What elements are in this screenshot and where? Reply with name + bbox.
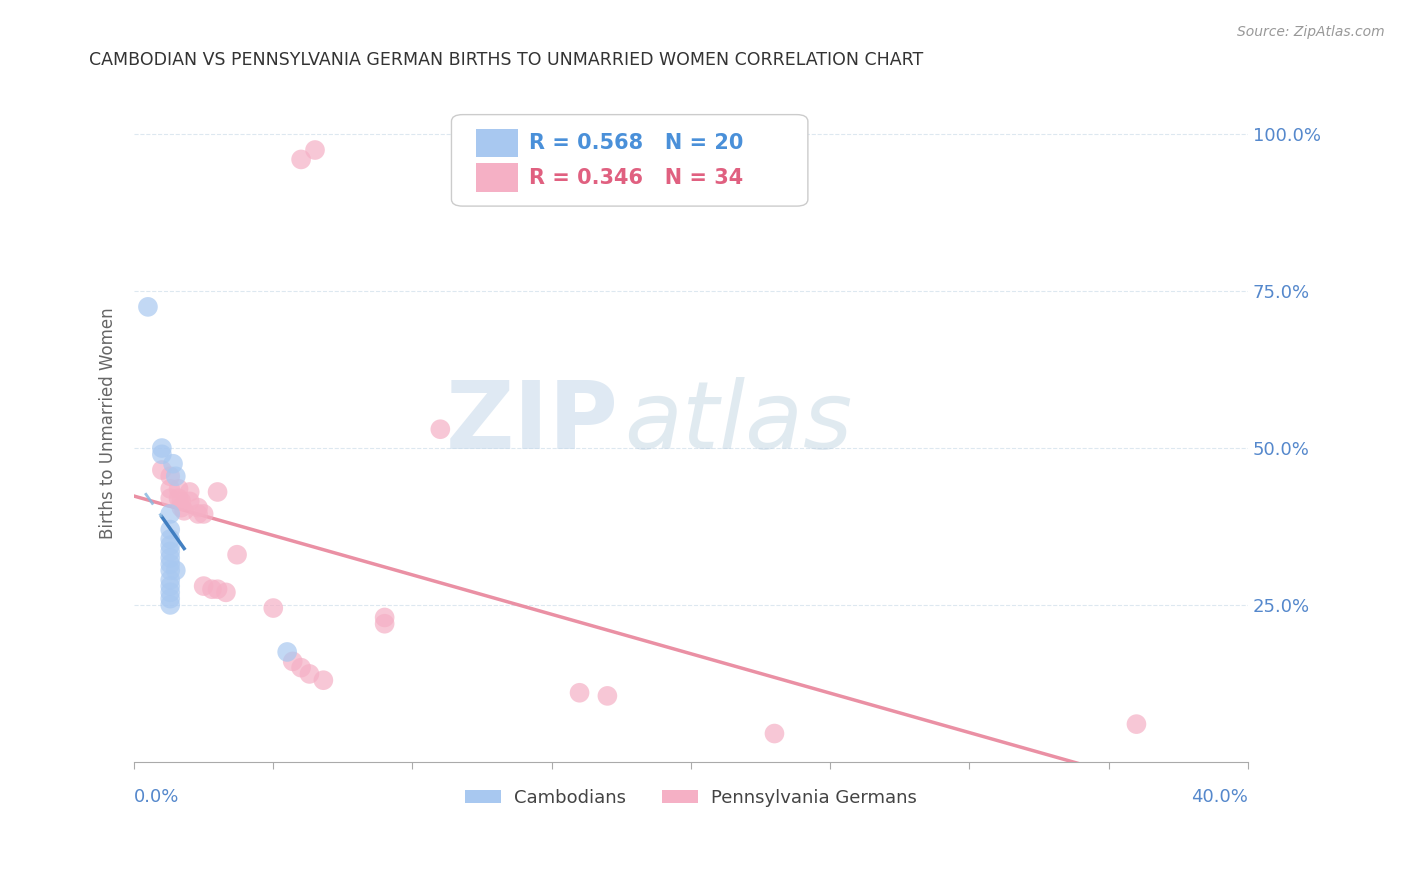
Point — [162, 457, 184, 471]
Point — [159, 469, 181, 483]
Point — [298, 667, 321, 681]
Point — [167, 482, 190, 496]
Point — [159, 544, 181, 558]
Point — [207, 485, 229, 500]
Point — [159, 532, 181, 546]
Point — [290, 660, 312, 674]
Point — [568, 686, 591, 700]
Text: ZIP: ZIP — [446, 377, 619, 469]
Point — [159, 538, 181, 552]
Point — [596, 689, 619, 703]
Point — [159, 591, 181, 606]
Text: CAMBODIAN VS PENNSYLVANIA GERMAN BIRTHS TO UNMARRIED WOMEN CORRELATION CHART: CAMBODIAN VS PENNSYLVANIA GERMAN BIRTHS … — [90, 51, 924, 69]
Point — [159, 507, 181, 521]
Point — [374, 610, 396, 624]
Point — [207, 582, 229, 597]
Point — [193, 507, 215, 521]
Point — [179, 494, 201, 508]
Point — [281, 654, 304, 668]
Point — [159, 557, 181, 571]
Point — [159, 491, 181, 506]
Text: R = 0.568   N = 20: R = 0.568 N = 20 — [530, 133, 744, 153]
Text: 0.0%: 0.0% — [134, 789, 180, 806]
Text: 40.0%: 40.0% — [1191, 789, 1249, 806]
Point — [159, 585, 181, 599]
Point — [159, 482, 181, 496]
Point — [159, 598, 181, 612]
Point — [1125, 717, 1147, 731]
Text: R = 0.346   N = 34: R = 0.346 N = 34 — [530, 168, 744, 187]
Point — [201, 582, 224, 597]
Point — [179, 485, 201, 500]
Bar — [477, 129, 519, 158]
Point — [187, 500, 209, 515]
Point — [150, 463, 173, 477]
FancyBboxPatch shape — [451, 114, 808, 206]
Point — [159, 563, 181, 577]
Text: Source: ZipAtlas.com: Source: ZipAtlas.com — [1237, 25, 1385, 39]
Point — [429, 422, 451, 436]
Point — [159, 573, 181, 587]
Point — [165, 469, 187, 483]
Point — [159, 579, 181, 593]
Bar — [477, 163, 519, 192]
Point — [193, 579, 215, 593]
Y-axis label: Births to Unmarried Women: Births to Unmarried Women — [100, 307, 117, 539]
Point — [763, 726, 786, 740]
Legend: Cambodians, Pennsylvania Germans: Cambodians, Pennsylvania Germans — [458, 781, 924, 814]
Text: atlas: atlas — [624, 377, 852, 468]
Point — [150, 447, 173, 461]
Point — [136, 300, 159, 314]
Point — [167, 491, 190, 506]
Point — [312, 673, 335, 688]
Point — [304, 143, 326, 157]
Point — [159, 550, 181, 565]
Point — [170, 494, 193, 508]
Point — [374, 616, 396, 631]
Point — [290, 153, 312, 167]
Point — [159, 523, 181, 537]
Point — [165, 563, 187, 577]
Point — [187, 507, 209, 521]
Point — [150, 441, 173, 455]
Point — [215, 585, 238, 599]
Point — [170, 500, 193, 515]
Point — [173, 504, 195, 518]
Point — [262, 601, 284, 615]
Point — [226, 548, 249, 562]
Point — [276, 645, 298, 659]
